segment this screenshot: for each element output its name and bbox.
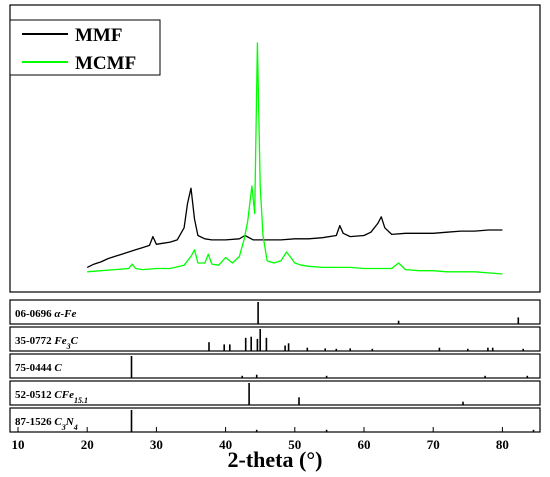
reference-panel-06-0696: 06-0696 α-Fe [9,299,541,325]
reference-panel-87-1526: 87-1526 C3N4 [9,407,541,433]
reference-panels: 06-0696 α-Fe 35-0772 Fe3C 75-0444 C 52-0512… [9,299,541,433]
reference-panel-frame [9,299,541,325]
reference-panel-75-0444: 75-0444 C [9,353,541,379]
reference-panel-frame [9,353,541,379]
x-tick-label: 10 [12,437,25,452]
reference-label: 06-0696 α-Fe [15,308,77,320]
series-line-mmf [86,187,503,268]
x-tick-label: 70 [427,437,440,452]
x-tick-label: 80 [496,437,509,452]
legend-label-mcmf: MCMF [75,53,136,74]
x-tick-label: 50 [288,437,301,452]
x-tick-label: 30 [150,437,163,452]
series-line-mcmf [87,42,503,275]
main-plot-frame [9,4,541,293]
reference-label: 87-1526 C3N4 [15,416,78,432]
reference-panel-52-0512: 52-0512 CFe15.1 [9,380,541,406]
x-axis: 10 20 30 40 50 60 70 80 [12,427,509,452]
reference-label: 75-0444 C [15,362,62,374]
main-series-group [86,42,503,275]
reference-panel-frame [9,326,541,352]
reference-panel-frame [9,407,541,433]
x-tick-label: 20 [81,437,94,452]
x-axis-title: 2-theta (°) [228,447,323,472]
x-tick-label: 60 [358,437,371,452]
reference-panel-35-0772: 35-0772 Fe3C [9,326,541,352]
x-tick-label: 40 [219,437,232,452]
legend-label-mmf: MMF [75,25,122,46]
legend: MMF MCMF [9,19,161,76]
reference-label: 52-0512 CFe15.1 [15,389,88,405]
reference-label: 35-0772 Fe3C [15,335,79,351]
legend-box [9,19,161,76]
reference-panel-frame [9,380,541,406]
